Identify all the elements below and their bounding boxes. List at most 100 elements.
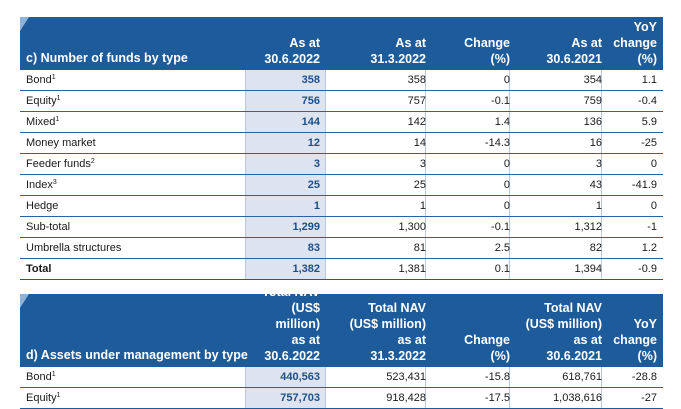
table-title: c) Number of funds by type [26, 51, 188, 65]
footnote-marker: 1 [51, 371, 56, 378]
row-label-text: Hedge [26, 200, 59, 212]
value-yoy: -41.9 [631, 179, 657, 191]
row-label-text: Bond [26, 371, 52, 383]
row-label-text: Index [26, 179, 53, 191]
row-label: Bond1 [26, 70, 56, 90]
value-change: 2.5 [494, 242, 510, 254]
col-header-current: Total NAV (US$ million) as at 30.6.2022 [262, 285, 320, 363]
column-divider [425, 367, 426, 409]
table-body: Bond1 440,563 523,431 -15.8 618,761 -28.8 Equi… [20, 367, 663, 409]
row-label-text: Umbrella structures [26, 242, 122, 254]
value-prev-quarter: 1 [419, 200, 426, 212]
value-prev-quarter: 918,428 [386, 392, 426, 404]
footnote-marker: 1 [51, 74, 56, 81]
value-prev-quarter: 3 [419, 158, 426, 170]
table-row: Hedge 1 1 0 1 0 [20, 196, 663, 217]
col-header-prev-year: Total NAV (US$ million) as at 30.6.2021 [525, 301, 602, 363]
row-label: Index3 [26, 175, 57, 195]
value-yoy: -0.9 [638, 263, 657, 275]
table-row: Umbrella structures 83 81 2.5 82 1.2 [20, 238, 663, 259]
row-label-text: Equity [26, 95, 57, 107]
value-prev-quarter: 142 [407, 116, 426, 128]
value-current: 440,563 [280, 371, 320, 383]
value-current: 1 [313, 200, 320, 212]
column-divider [425, 70, 426, 280]
value-change: -0.1 [491, 95, 510, 107]
value-prev-year: 43 [589, 179, 602, 191]
col-header-prev-quarter: Total NAV (US$ million) as at 31.3.2022 [349, 301, 426, 363]
table-row: Sub-total 1,299 1,300 -0.1 1,312 -1 [20, 217, 663, 238]
value-current: 25 [307, 179, 320, 191]
col-header-change: Change (%) [464, 333, 510, 363]
row-label: Umbrella structures [26, 238, 121, 258]
value-change: 0.1 [494, 263, 510, 275]
row-label: Feeder funds2 [26, 154, 95, 174]
value-prev-year: 618,761 [562, 371, 602, 383]
value-current: 1,382 [292, 263, 320, 275]
col-header-prev-quarter: As at 31.3.2022 [370, 36, 426, 66]
table-row: Feeder funds2 3 3 0 3 0 [20, 154, 663, 175]
column-divider [245, 70, 246, 280]
col-header-prev-year: As at 30.6.2021 [546, 36, 602, 66]
value-prev-year: 354 [583, 74, 602, 86]
table-row: Money market 12 14 -14.3 16 -25 [20, 133, 663, 154]
table-header: c) Number of funds by type As at 30.6.202… [20, 17, 663, 70]
value-prev-year: 3 [595, 158, 602, 170]
col-header-current: As at 30.6.2022 [264, 36, 320, 66]
aum-by-type-table: d) Assets under management by type Total… [20, 285, 663, 409]
table-row: Index3 25 25 0 43 -41.9 [20, 175, 663, 196]
current-column-highlight [246, 70, 326, 280]
row-label: Sub-total [26, 217, 70, 237]
value-current: 756 [301, 95, 320, 107]
row-label-text: Bond [26, 74, 52, 86]
value-yoy: 5.9 [641, 116, 657, 128]
column-divider [601, 70, 602, 280]
value-change: -17.5 [484, 392, 510, 404]
col-header-yoy: YoY change (%) [613, 317, 657, 363]
value-change: 0 [503, 200, 510, 212]
footnote-marker: 1 [56, 392, 61, 399]
value-yoy: -27 [641, 392, 657, 404]
value-current: 3 [313, 158, 320, 170]
table-row: Equity1 757,703 918,428 -17.5 1,038,616 -27 [20, 388, 663, 409]
value-change: 0 [503, 158, 510, 170]
footnote-marker: 1 [55, 116, 60, 123]
column-divider [601, 367, 602, 409]
row-label-text: Mixed [26, 116, 56, 128]
value-current: 358 [301, 74, 320, 86]
row-label: Mixed1 [26, 112, 59, 132]
table-row: Mixed1 144 142 1.4 136 5.9 [20, 112, 663, 133]
row-label-text: Money market [26, 137, 96, 149]
value-prev-quarter: 523,431 [386, 371, 426, 383]
total-row: Total 1,382 1,381 0.1 1,394 -0.9 [20, 259, 663, 280]
value-change: -14.3 [484, 137, 510, 149]
value-prev-quarter: 757 [407, 95, 426, 107]
value-prev-quarter: 81 [413, 242, 426, 254]
value-change: 0 [503, 179, 510, 191]
row-label-text: Feeder funds [26, 158, 91, 170]
value-yoy: -28.8 [631, 371, 657, 383]
value-current: 1,299 [292, 221, 320, 233]
value-prev-year: 16 [589, 137, 602, 149]
value-yoy: -1 [647, 221, 657, 233]
value-prev-year: 1,394 [574, 263, 602, 275]
value-yoy: -0.4 [638, 95, 657, 107]
value-current: 757,703 [280, 392, 320, 404]
table-body: Bond1 358 358 0 354 1.1 Equity1 756 757 -0.1 759 -0… [20, 70, 663, 280]
col-header-change: Change (%) [464, 36, 510, 66]
footnote-marker: 1 [56, 95, 61, 102]
row-label-text: Sub-total [26, 221, 71, 233]
value-yoy: 0 [650, 200, 657, 212]
column-divider [325, 367, 326, 409]
row-label: Equity1 [26, 91, 60, 111]
row-label: Hedge [26, 196, 58, 216]
header-tab-corner [20, 294, 29, 308]
value-current: 12 [307, 137, 320, 149]
value-prev-quarter: 25 [413, 179, 426, 191]
value-prev-year: 1,312 [574, 221, 602, 233]
value-change: 1.4 [494, 116, 510, 128]
value-change: -15.8 [484, 371, 510, 383]
col-header-yoy: YoY change (%) [613, 20, 657, 66]
value-current: 144 [301, 116, 320, 128]
row-label: Money market [26, 133, 96, 153]
